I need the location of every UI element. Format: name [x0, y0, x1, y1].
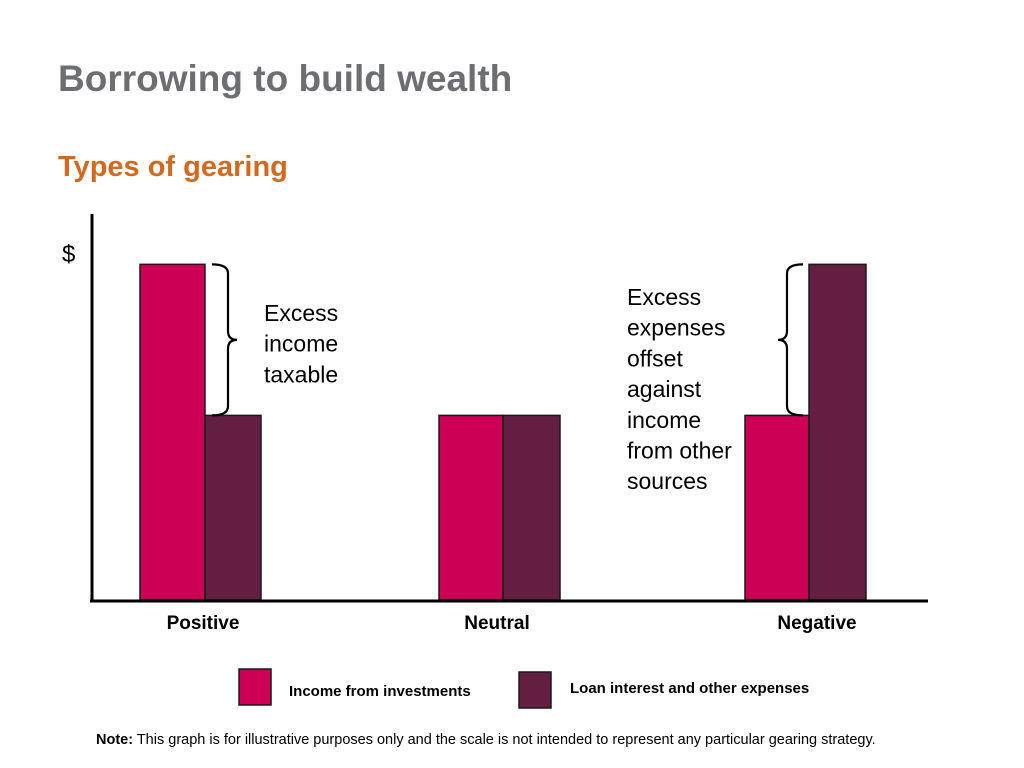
- bar-neutral-series-2: [502, 414, 561, 601]
- legend-swatch-1: [238, 668, 272, 706]
- bar-positive-series-1: [139, 263, 206, 601]
- bar-neutral-series-1: [438, 414, 504, 601]
- bar-negative-series-2: [808, 263, 867, 601]
- annotation-positive: Excess income taxable: [264, 300, 338, 387]
- legend-label-2: Loan interest and other expenses: [570, 680, 809, 697]
- x-tick-label-negative: Negative: [777, 613, 856, 634]
- bar-positive-series-2: [204, 414, 262, 601]
- page-title: Borrowing to build wealth: [58, 58, 513, 99]
- brace-negative: [777, 263, 804, 417]
- annotation-negative: Excess expenses offset against income from ot…: [627, 284, 732, 494]
- x-tick-label-neutral: Neutral: [464, 613, 529, 634]
- legend-label-1: Income from investments: [289, 683, 471, 700]
- legend-swatch-2: [518, 671, 552, 709]
- footnote: Note: This graph is for illustrative pur…: [96, 732, 876, 748]
- note-label: Note:: [96, 732, 134, 748]
- x-tick-label-positive: Positive: [167, 613, 240, 634]
- brace-positive: [211, 263, 238, 417]
- note-text: This graph is for illustrative purposes …: [133, 732, 876, 748]
- y-axis-label: $: [62, 241, 75, 268]
- page-subtitle: Types of gearing: [58, 151, 288, 183]
- bar-negative-series-1: [744, 414, 810, 601]
